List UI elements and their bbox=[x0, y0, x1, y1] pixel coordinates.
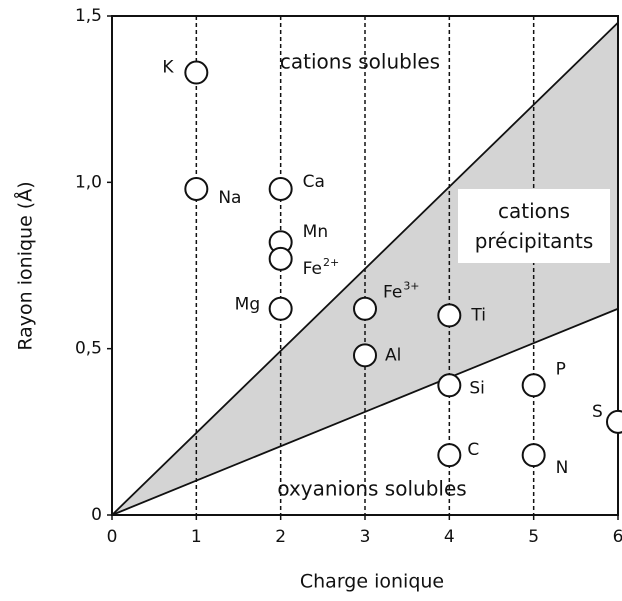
x-tick-label: 2 bbox=[275, 527, 286, 547]
y-tick-label: 1,5 bbox=[75, 6, 102, 26]
x-tick-label: 1 bbox=[191, 527, 202, 547]
point-label: Mg bbox=[235, 295, 260, 315]
point bbox=[437, 443, 462, 468]
point bbox=[268, 246, 293, 271]
point-label: Al bbox=[385, 345, 401, 365]
y-axis-title: Rayon ionique (Å) bbox=[14, 181, 37, 350]
point bbox=[184, 60, 209, 85]
point bbox=[606, 409, 622, 434]
point-label: Mn bbox=[303, 222, 328, 242]
point-label: Ti bbox=[470, 305, 486, 325]
point-label: P bbox=[556, 359, 566, 379]
point bbox=[521, 443, 546, 468]
boundary-line bbox=[111, 307, 619, 516]
point bbox=[437, 373, 462, 398]
x-tick-label: 6 bbox=[613, 527, 622, 547]
x-tick-label: 4 bbox=[444, 527, 455, 547]
point-label: Na bbox=[218, 188, 241, 208]
x-tick-label: 0 bbox=[107, 527, 118, 547]
y-tick-label: 0,5 bbox=[75, 339, 102, 359]
point-label: Fe bbox=[383, 283, 402, 303]
point bbox=[353, 296, 377, 321]
point bbox=[353, 343, 377, 368]
point-label: C bbox=[467, 440, 479, 460]
point-charge: 2+ bbox=[323, 256, 339, 269]
point-label: S bbox=[592, 402, 603, 422]
annotation: cations solubles bbox=[280, 50, 440, 74]
point-label: Fe bbox=[303, 259, 322, 279]
x-tick-label: 3 bbox=[360, 527, 371, 547]
point bbox=[437, 303, 462, 328]
point bbox=[184, 176, 209, 201]
x-tick-label: 5 bbox=[528, 527, 539, 547]
annotation: cations précipitants bbox=[475, 199, 594, 253]
annotation-box bbox=[458, 189, 610, 263]
point-label: K bbox=[162, 58, 174, 78]
y-tick-label: 1,0 bbox=[75, 172, 102, 192]
x-axis-title: Charge ionique bbox=[300, 571, 444, 593]
point-charge: 3+ bbox=[403, 280, 419, 293]
point-label: Ca bbox=[303, 172, 325, 192]
plot-frame bbox=[111, 15, 619, 516]
y-tick-label: 0 bbox=[91, 505, 102, 525]
point bbox=[268, 296, 293, 321]
point-label: N bbox=[556, 458, 569, 478]
annotation: oxyanions solubles bbox=[277, 477, 466, 501]
point bbox=[521, 373, 546, 398]
boundary-line bbox=[111, 22, 619, 516]
point bbox=[268, 176, 293, 201]
point-label: Si bbox=[469, 378, 485, 398]
